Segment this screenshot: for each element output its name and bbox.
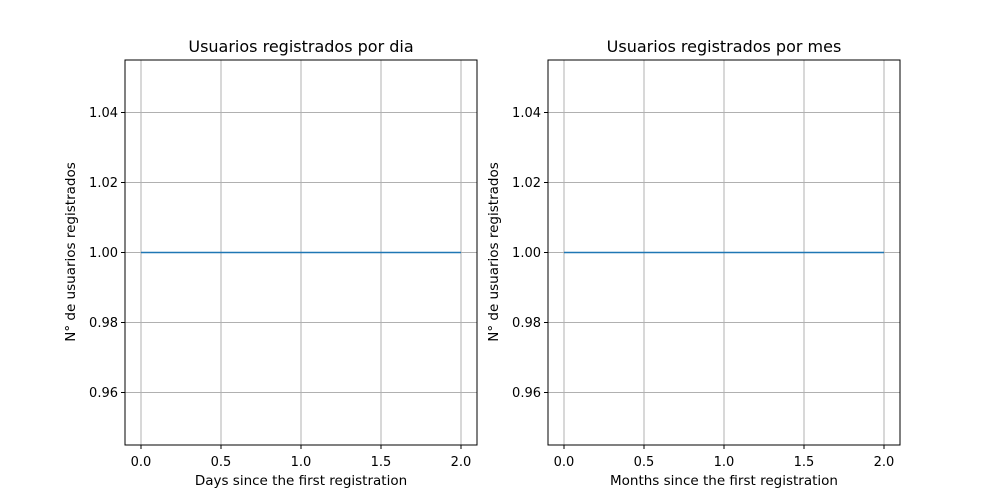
x-tick-label: 0.0 — [554, 455, 575, 470]
y-tick-label: 0.98 — [512, 316, 541, 331]
x-tick-label: 2.0 — [451, 455, 472, 470]
x-tick-label: 1.5 — [371, 455, 392, 470]
y-tick-label: 0.98 — [89, 316, 118, 331]
x-tick-label: 0.5 — [634, 455, 655, 470]
y-tick-label: 1.04 — [512, 106, 541, 121]
x-tick-label: 0.5 — [211, 455, 232, 470]
x-tick-label: 2.0 — [874, 455, 895, 470]
chart-title: Usuarios registrados por dia — [188, 37, 413, 56]
chart-title: Usuarios registrados por mes — [607, 37, 842, 56]
y-tick-label: 0.96 — [512, 386, 541, 401]
y-tick-label: 1.00 — [512, 246, 541, 261]
chart-panel-daily: 0.0 0.5 1.0 1.5 2.0 0.96 0.98 1.00 1.02 1.04 Usua… — [63, 37, 478, 489]
x-tick-label: 1.0 — [714, 455, 735, 470]
y-tick-label: 1.04 — [89, 106, 118, 121]
y-tick-label: 1.02 — [512, 176, 541, 191]
y-axis-label: N° de usuarios registrados — [63, 162, 79, 342]
x-axis-label: Days since the first registration — [195, 473, 407, 489]
y-tick-label: 1.00 — [89, 246, 118, 261]
x-tick-label: 0.0 — [131, 455, 152, 470]
x-tick-label: 1.0 — [291, 455, 312, 470]
y-tick-label: 1.02 — [89, 176, 118, 191]
y-tick-label: 0.96 — [89, 386, 118, 401]
chart-panel-monthly: 0.0 0.5 1.0 1.5 2.0 0.96 0.98 1.00 1.02 1.04 Usua… — [486, 37, 901, 489]
x-axis-label: Months since the first registration — [610, 473, 838, 489]
x-tick-label: 1.5 — [794, 455, 815, 470]
y-axis-label: N° de usuarios registrados — [486, 162, 502, 342]
